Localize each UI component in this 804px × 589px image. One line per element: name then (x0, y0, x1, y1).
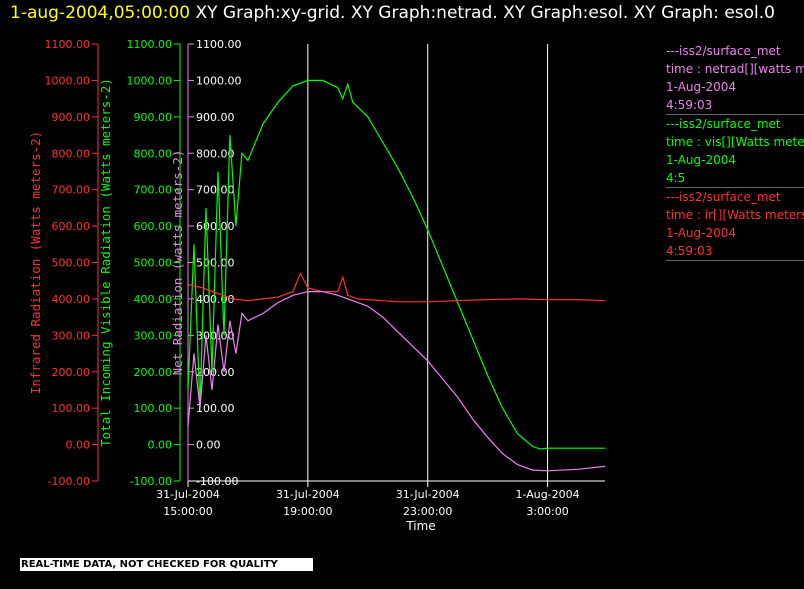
y-tick-label: 800.00 (52, 147, 91, 160)
legend-name: ---iss2/surface_met (666, 44, 781, 58)
legend-time: 4:5 (666, 171, 686, 185)
y-tick-label: 600.00 (52, 220, 91, 233)
x-tick-label-time: 23:00:00 (403, 505, 452, 518)
y-tick-label: 900.00 (196, 111, 235, 124)
y-tick-label: 600.00 (196, 220, 235, 233)
y-tick-label: 1100.00 (196, 38, 242, 51)
y-tick-label: 700.00 (196, 184, 235, 197)
quality-banner: REAL-TIME DATA, NOT CHECKED FOR QUALITY (20, 558, 313, 571)
y-tick-label: 1000.00 (196, 74, 242, 87)
y-tick-label: -100.00 (130, 475, 172, 488)
y-tick-label: 1000.00 (127, 74, 173, 87)
x-axis-label: Time (405, 519, 435, 533)
x-tick-label-date: 31-Jul-2004 (276, 488, 340, 501)
y-tick-label: 600.00 (134, 220, 173, 233)
x-tick-label-date: 31-Jul-2004 (156, 488, 220, 501)
y-axis-label: Net Radiation (watts meters-2) (170, 150, 185, 376)
y-tick-label: 700.00 (52, 184, 91, 197)
y-tick-label: -100.00 (48, 475, 90, 488)
y-tick-label: 0.00 (66, 439, 91, 452)
y-tick-label: 900.00 (52, 111, 91, 124)
legend-time: 4:59:03 (666, 98, 713, 112)
y-tick-label: 400.00 (196, 293, 235, 306)
x-tick-label-date: 1-Aug-2004 (515, 488, 579, 501)
legend-date: 1-Aug-2004 (666, 153, 737, 167)
y-tick-label: 0.00 (148, 439, 173, 452)
x-tick-label-time: 19:00:00 (283, 505, 332, 518)
y-axis-label: Infrared Radiation (Watts meters-2) (28, 131, 43, 394)
y-tick-label: 1100.00 (127, 38, 173, 51)
y-tick-label: 800.00 (196, 147, 235, 160)
y-tick-label: 500.00 (134, 257, 173, 270)
title-text: XY Graph:xy-grid. XY Graph:netrad. XY Gr… (190, 3, 775, 23)
y-tick-label: 800.00 (134, 147, 173, 160)
y-tick-label: 400.00 (134, 293, 173, 306)
legend-field: time : netrad[][watts meters (666, 62, 804, 76)
legend-date: 1-Aug-2004 (666, 226, 737, 240)
y-tick-label: 500.00 (52, 257, 91, 270)
y-tick-label: 100.00 (52, 402, 91, 415)
y-axis-label: Total Incoming Visible Radiation (Watts … (98, 78, 113, 447)
title-date: 1-aug-2004,05:00:00 (10, 3, 191, 23)
legend-name: ---iss2/surface_met (666, 190, 781, 204)
y-tick-label: 700.00 (134, 184, 173, 197)
y-tick-label: 1000.00 (45, 74, 91, 87)
series-line (187, 271, 606, 303)
x-tick-label-time: 3:00:00 (526, 505, 568, 518)
y-tick-label: 1100.00 (45, 38, 91, 51)
series-line (187, 291, 606, 472)
legend-field: time : ir[][Watts meters (666, 208, 804, 222)
y-tick-label: 200.00 (134, 366, 173, 379)
legend-time: 4:59:03 (666, 244, 713, 258)
y-tick-label: 200.00 (52, 366, 91, 379)
y-tick-label: 100.00 (196, 402, 235, 415)
y-tick-label: 900.00 (134, 111, 173, 124)
y-tick-label: 300.00 (52, 329, 91, 342)
chart-title: 1-aug-2004,05:00:00 XY Graph:xy-grid. XY… (10, 2, 790, 24)
legend-date: 1-Aug-2004 (666, 80, 737, 94)
y-tick-label: 400.00 (52, 293, 91, 306)
y-tick-label: 0.00 (196, 439, 221, 452)
y-tick-label: 100.00 (134, 402, 173, 415)
legend-field: time : vis[][Watts meters (666, 135, 804, 149)
legend-name: ---iss2/surface_met (666, 117, 781, 131)
series-line (187, 79, 605, 450)
x-tick-label-date: 31-Jul-2004 (396, 488, 460, 501)
y-tick-label: 300.00 (134, 329, 173, 342)
x-tick-label-time: 15:00:00 (163, 505, 212, 518)
